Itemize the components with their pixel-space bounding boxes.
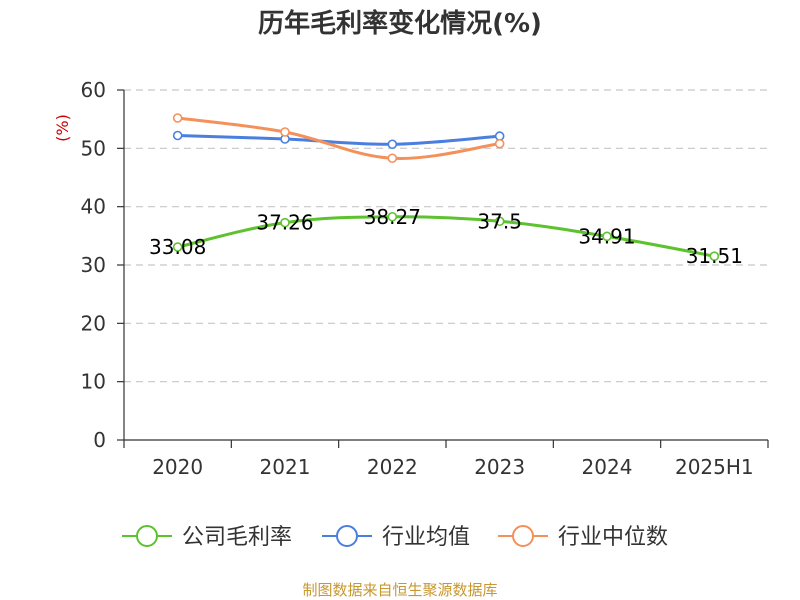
legend-label: 行业均值	[382, 525, 470, 550]
x-tick-label: 2024	[582, 455, 633, 479]
data-label: 34.91	[578, 224, 635, 248]
y-tick-label: 20	[81, 311, 106, 335]
legend-label: 公司毛利率	[182, 525, 292, 550]
y-tick-label: 30	[81, 253, 106, 277]
x-tick-label: 2022	[367, 455, 418, 479]
y-tick-label: 10	[81, 370, 106, 394]
y-tick-label: 50	[81, 136, 106, 160]
data-label: 33.08	[149, 235, 206, 259]
data-point	[172, 113, 183, 123]
data-point	[602, 231, 612, 242]
y-tick-label: 40	[81, 195, 106, 219]
legend: 公司毛利率 行业均值 行业中位数	[122, 525, 668, 550]
legend-label: 行业中位数	[558, 525, 668, 550]
source-note: 制图数据来自恒生聚源数据库	[302, 581, 497, 599]
data-labels: 33.08 37.26 38.27 37.5 34.91 31.51	[149, 205, 743, 268]
x-tick-label: 2021	[260, 455, 311, 479]
legend-marker	[136, 525, 158, 547]
x-tick-label: 2020	[152, 455, 203, 479]
chart-title: 历年毛利率变化情况(%)	[258, 8, 542, 39]
data-point	[280, 127, 290, 137]
y-axis-label: (%)	[53, 114, 72, 142]
data-point	[172, 242, 183, 252]
series-line	[177, 134, 500, 146]
y-tick-label: 0	[93, 428, 106, 452]
legend-marker	[336, 525, 358, 547]
data-point	[172, 130, 183, 141]
data-label: 37.5	[477, 209, 522, 233]
axes: 0 10 20 30 40 50 60 2020 2021 2022 2023 2024 2025H1	[81, 78, 769, 479]
y-tick-label: 60	[81, 78, 106, 102]
data-point	[494, 138, 505, 149]
data-point	[709, 251, 720, 261]
data-point	[280, 217, 290, 228]
legend-marker	[512, 525, 534, 547]
data-label: 38.27	[364, 205, 421, 229]
series-line	[177, 215, 715, 258]
x-tick-label: 2025H1	[675, 455, 754, 479]
data-point	[494, 216, 505, 227]
data-point	[387, 211, 398, 222]
data-point	[387, 139, 398, 150]
data-label: 31.51	[686, 244, 743, 268]
series-line	[177, 116, 500, 160]
data-point	[387, 153, 398, 164]
series-lines	[172, 113, 720, 261]
x-tick-label: 2023	[474, 455, 525, 479]
data-label: 37.26	[256, 211, 313, 235]
